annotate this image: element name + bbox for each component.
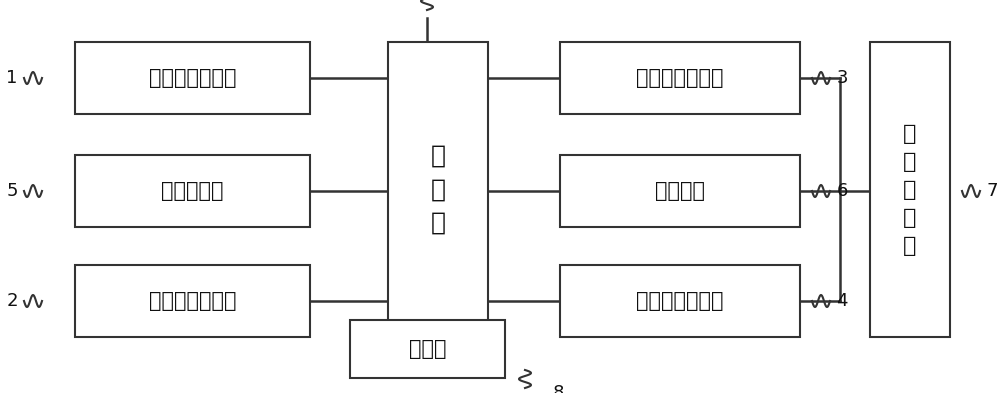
Text: 透
明
导
电
膜: 透 明 导 电 膜: [903, 123, 917, 255]
Text: 第一温度传感器: 第一温度传感器: [149, 68, 236, 88]
Bar: [75, 155, 310, 227]
Bar: [75, 265, 310, 337]
Text: 第四温度传感器: 第四温度传感器: [636, 291, 724, 311]
Text: 存储器: 存储器: [409, 339, 446, 359]
Bar: [350, 320, 505, 378]
Text: 3: 3: [836, 69, 848, 87]
Bar: [388, 42, 488, 337]
Text: 第二温度传感器: 第二温度传感器: [149, 291, 236, 311]
Text: 8: 8: [553, 384, 564, 393]
Bar: [870, 42, 950, 337]
Text: 1: 1: [6, 69, 18, 87]
Text: 第三温度传感器: 第三温度传感器: [636, 68, 724, 88]
Bar: [560, 155, 800, 227]
Bar: [560, 42, 800, 114]
Text: 6: 6: [836, 182, 848, 200]
Text: 单
片
机: 单 片 机: [430, 144, 446, 235]
Text: 4: 4: [836, 292, 848, 310]
Text: 控制开关: 控制开关: [655, 181, 705, 201]
Text: 5: 5: [6, 182, 18, 200]
Bar: [75, 42, 310, 114]
Text: 湿度传感器: 湿度传感器: [161, 181, 224, 201]
Bar: [560, 265, 800, 337]
Text: 2: 2: [6, 292, 18, 310]
Text: 7: 7: [986, 182, 998, 200]
